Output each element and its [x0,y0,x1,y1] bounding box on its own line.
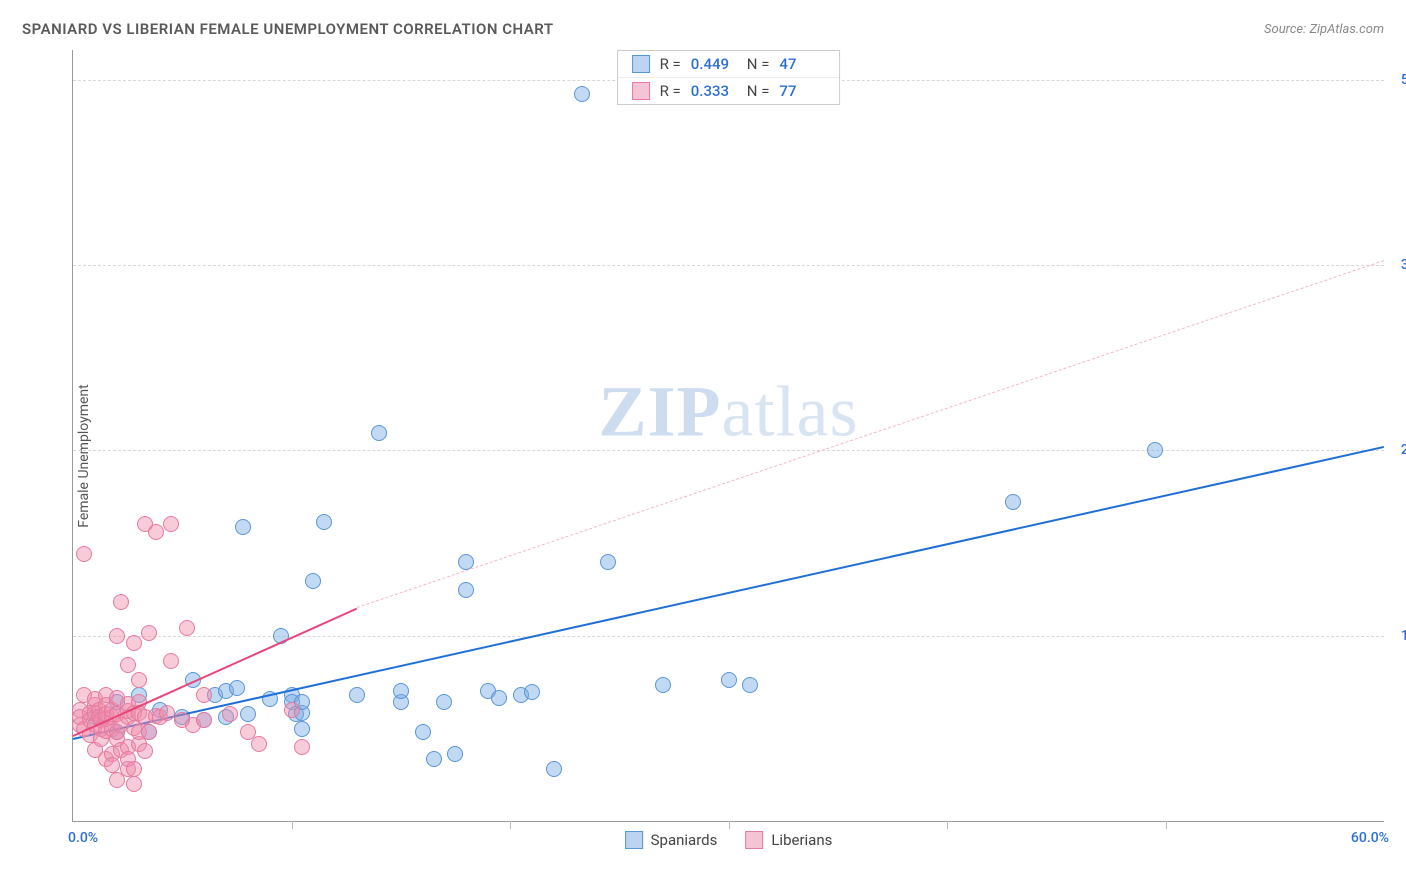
source-attribution: Source: ZipAtlas.com [1264,22,1384,37]
stat-value-n: 77 [779,82,825,100]
scatter-point [546,761,562,777]
legend-item: Liberians [745,831,832,849]
scatter-point [655,677,671,693]
scatter-point [294,721,310,737]
scatter-point [137,743,153,759]
scatter-point [436,694,452,710]
y-tick-label: 12.5% [1401,628,1406,644]
x-axis-max-label: 60.0% [1351,830,1389,846]
legend-label: Spaniards [651,831,718,849]
chart-container: Female Unemployment ZIPatlas R =0.449N =… [22,50,1384,862]
scatter-point [196,687,212,703]
scatter-point [76,546,92,562]
legend-item: Spaniards [625,831,718,849]
chart-title: SPANIARD VS LIBERIAN FEMALE UNEMPLOYMENT… [22,20,554,38]
y-tick-label: 37.5% [1401,257,1406,273]
scatter-point [148,524,164,540]
stat-value-r: 0.333 [691,82,737,100]
scatter-point [120,657,136,673]
scatter-point [251,736,267,752]
scatter-point [240,706,256,722]
x-tick [729,821,730,829]
x-tick [1166,821,1167,829]
correlation-legend: R = 0.449 N = 47 R = 0.333 N = 77 [617,50,841,105]
stat-value-n: 47 [779,55,825,73]
scatter-point [742,677,758,693]
plot-area: ZIPatlas R =0.449N =47R =0.333N =77 0.0%… [72,50,1384,822]
x-tick [292,821,293,829]
scatter-point [491,690,507,706]
legend-stats-row: R = 0.333 N = 77 [618,77,840,104]
legend-stats-row: R = 0.449 N = 47 [618,51,840,77]
x-tick [947,821,948,829]
scatter-point [141,625,157,641]
scatter-point [371,425,387,441]
scatter-point [222,706,238,722]
scatter-point [415,724,431,740]
legend-swatch [632,55,650,73]
scatter-point [126,761,142,777]
gridline-h [73,450,1384,451]
scatter-point [159,705,175,721]
scatter-point [294,739,310,755]
scatter-point [316,514,332,530]
scatter-point [163,516,179,532]
stat-label-r: R = [660,82,681,100]
trend-line [357,261,1384,609]
scatter-point [104,757,120,773]
legend-swatch [625,831,643,849]
scatter-point [447,746,463,762]
scatter-point [600,554,616,570]
scatter-point [109,628,125,644]
legend-label: Liberians [771,831,832,849]
stat-value-r: 0.449 [691,55,737,73]
scatter-point [1147,442,1163,458]
legend-swatch [745,831,763,849]
scatter-point [235,519,251,535]
scatter-point [229,680,245,696]
series-legend: Spaniards Liberians [625,831,833,849]
stat-label-r: R = [660,55,681,73]
scatter-point [126,635,142,651]
scatter-point [131,672,147,688]
scatter-point [721,672,737,688]
scatter-point [163,653,179,669]
scatter-point [1005,494,1021,510]
scatter-point [196,712,212,728]
scatter-point [305,573,321,589]
scatter-point [574,86,590,102]
scatter-point [393,683,409,699]
stat-label-n: N = [747,82,770,100]
scatter-point [284,702,300,718]
scatter-point [141,724,157,740]
scatter-point [126,776,142,792]
y-tick-label: 25.0% [1401,442,1406,458]
gridline-h [73,636,1384,637]
x-axis-origin-label: 0.0% [68,830,98,846]
y-tick-label: 50.0% [1401,72,1406,88]
scatter-point [113,594,129,610]
scatter-point [524,684,540,700]
gridline-h [73,265,1384,266]
scatter-point [458,582,474,598]
trend-line [73,446,1384,740]
scatter-point [179,620,195,636]
legend-swatch [632,82,650,100]
scatter-point [349,687,365,703]
watermark: ZIPatlas [599,371,859,454]
stat-label-n: N = [747,55,770,73]
scatter-point [426,751,442,767]
x-tick [510,821,511,829]
